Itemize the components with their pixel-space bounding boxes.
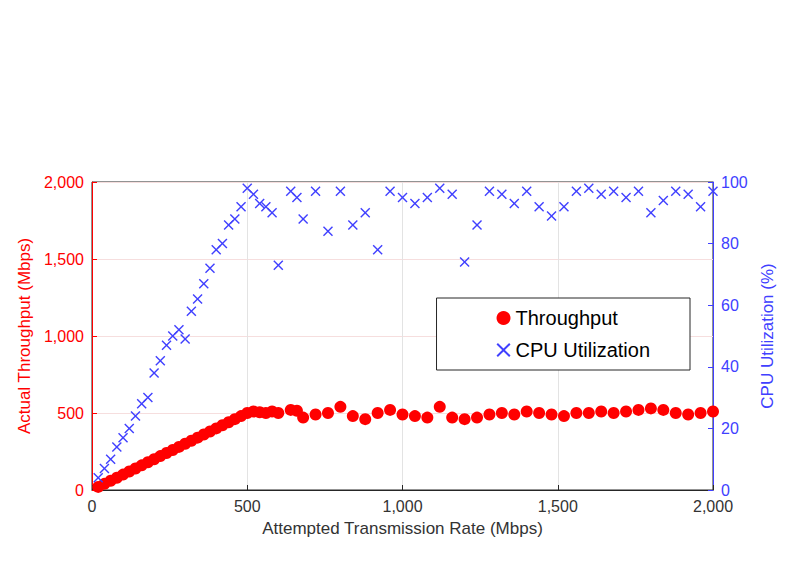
svg-text:2,000: 2,000 bbox=[44, 174, 84, 191]
svg-text:80: 80 bbox=[721, 235, 739, 252]
svg-text:500: 500 bbox=[57, 405, 84, 422]
svg-text:0: 0 bbox=[75, 482, 84, 499]
svg-text:0: 0 bbox=[721, 482, 730, 499]
svg-text:1,000: 1,000 bbox=[382, 498, 422, 515]
svg-text:1,500: 1,500 bbox=[538, 498, 578, 515]
svg-text:40: 40 bbox=[721, 358, 739, 375]
svg-text:0: 0 bbox=[88, 498, 97, 515]
svg-text:2,000: 2,000 bbox=[693, 498, 733, 515]
svg-text:1,500: 1,500 bbox=[44, 251, 84, 268]
svg-text:Actual Throughput (Mbps): Actual Throughput (Mbps) bbox=[15, 238, 34, 434]
svg-text:20: 20 bbox=[721, 420, 739, 437]
svg-text:Attempted Transmission Rate (M: Attempted Transmission Rate (Mbps) bbox=[262, 519, 543, 538]
svg-text:CPU Utilization: CPU Utilization bbox=[516, 339, 650, 361]
svg-text:60: 60 bbox=[721, 297, 739, 314]
svg-text:Throughput: Throughput bbox=[516, 307, 619, 329]
svg-text:100: 100 bbox=[721, 174, 748, 191]
svg-text:1,000: 1,000 bbox=[44, 328, 84, 345]
svg-text:500: 500 bbox=[234, 498, 261, 515]
svg-text:CPU Utilization (%): CPU Utilization (%) bbox=[758, 263, 777, 408]
